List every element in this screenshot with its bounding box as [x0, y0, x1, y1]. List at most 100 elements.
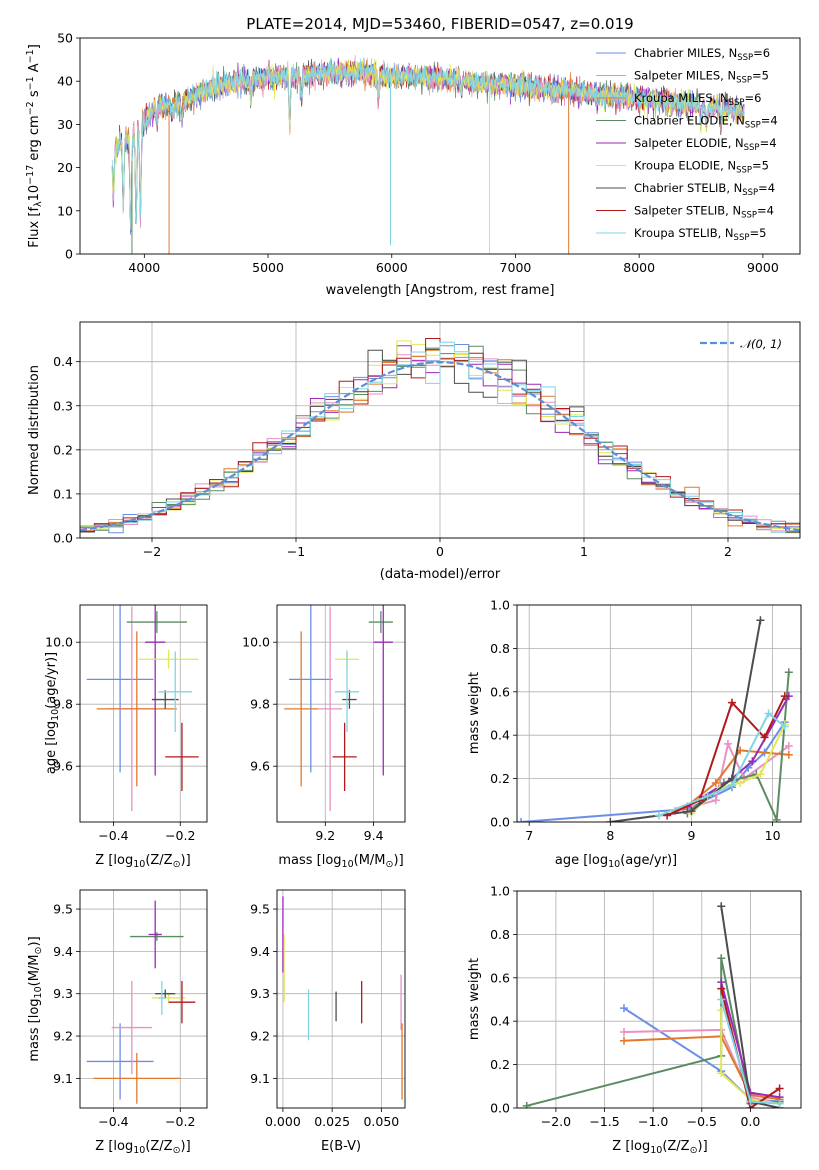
weight-marker	[655, 811, 663, 820]
y-tick-label: 0.2	[490, 1057, 510, 1072]
y-tick-label: 10.0	[242, 635, 270, 650]
x-tick-label: −0.4	[98, 1114, 128, 1129]
y-tick-label: 0.3	[53, 398, 73, 413]
weight-marker	[723, 739, 732, 748]
y-tick-label: 0.0	[490, 815, 510, 830]
axes-frame	[516, 604, 802, 823]
plot-area	[517, 616, 793, 822]
x-tick-label: 9000	[747, 260, 779, 275]
y-tick-label: 1.0	[490, 598, 510, 613]
weight-marker	[703, 791, 712, 800]
plot-area	[282, 896, 403, 1100]
weight-marker	[746, 1097, 755, 1106]
y-tick-label: 9.8	[53, 697, 73, 712]
weight-marker	[780, 722, 789, 731]
y-tick-label: 9.3	[250, 986, 270, 1001]
weight-series-5	[720, 1010, 780, 1105]
weight-series-4	[686, 695, 790, 808]
weight-marker	[619, 1036, 628, 1045]
plot-area	[80, 338, 800, 536]
axes-frame	[516, 890, 802, 1109]
y-tick-label: 9.4	[250, 944, 270, 959]
x-tick-label: 1	[580, 544, 588, 559]
legend-label: Kroupa STELIB, NSSP=5	[634, 226, 766, 243]
spectrum-legend: Chabrier MILES, NSSP=6 Salpeter MILES, NS…	[596, 46, 778, 243]
legend-label: Kroupa ELODIE, NSSP=5	[634, 159, 769, 176]
x-tick-label: 8000	[623, 260, 655, 275]
x-tick-label: 0.000	[265, 1114, 301, 1129]
weight-marker	[522, 1101, 531, 1108]
weight-marker	[756, 616, 765, 625]
y-axis-label: mass [log10(M/M⊙)]	[27, 936, 44, 1061]
axes-frame	[79, 321, 801, 539]
weight-marker	[764, 709, 773, 718]
x-tick-label: 4000	[128, 260, 160, 275]
age-vs-metallicity-panel: −0.4 −0.2 9.6 9.8 10.0 Z [log10(Z/Z⊙)] age [lo…	[44, 604, 208, 870]
y-tick-label: 0.6	[490, 684, 510, 699]
x-tick-label: −0.2	[165, 828, 195, 843]
x-tick-label: −2	[143, 544, 161, 559]
legend-label: Salpeter MILES, NSSP=5	[634, 69, 769, 86]
x-axis-label: Z [log10(Z/Z⊙)]	[612, 1139, 707, 1156]
spectrum-series-5	[111, 57, 745, 231]
weight-marker	[736, 778, 745, 787]
axes-frame	[79, 889, 208, 1109]
x-axis-label: Z [log10(Z/Z⊙)]	[95, 1139, 190, 1156]
x-tick-label: −1.5	[589, 1114, 619, 1129]
y-tick-label: 0	[65, 247, 73, 262]
mass-vs-metallicity-panel: −0.4 −0.2 9.1 9.2 9.3 9.4 9.5 Z [log10(Z/Z⊙)] ma…	[27, 889, 208, 1156]
y-tick-label: 0.1	[53, 486, 73, 501]
y-tick-label: 20	[57, 160, 73, 175]
spectrum-title: PLATE=2014, MJD=53460, FIBERID=0547, z=0…	[246, 15, 633, 33]
x-axis-label: (data-model)/error	[380, 567, 501, 582]
x-tick-label: 9	[687, 828, 695, 843]
weight-marker	[606, 818, 615, 822]
x-tick-label: 10	[765, 828, 781, 843]
y-tick-label: 0.2	[490, 771, 510, 786]
x-tick-label: −0.5	[687, 1114, 717, 1129]
x-tick-label: −0.2	[165, 1114, 195, 1129]
weight-marker	[772, 815, 781, 822]
axes-frame	[276, 604, 406, 823]
x-tick-label: 0.025	[314, 1114, 350, 1129]
y-tick-label: 0.4	[490, 728, 510, 743]
y-tick-label: 9.6	[250, 759, 270, 774]
weight-marker	[775, 1099, 784, 1108]
legend-label: Kroupa MILES, NSSP=6	[634, 91, 761, 108]
y-tick-label: 9.6	[53, 759, 73, 774]
gaussian-curve	[80, 360, 800, 532]
x-tick-label: −1.0	[638, 1114, 668, 1129]
x-tick-label: 6000	[376, 260, 408, 275]
legend-label: Salpeter STELIB, NSSP=4	[634, 204, 774, 221]
weight-marker	[784, 742, 793, 751]
weight-marker	[619, 1028, 628, 1037]
x-tick-label: 7000	[500, 260, 532, 275]
weight-marker	[619, 1004, 628, 1013]
legend-label: Chabrier ELODIE, NSSP=4	[634, 114, 778, 131]
y-axis-label: Flux [fλ10−17 erg cm−2 s−1 A−1]	[25, 44, 44, 248]
residual-histogram-panel: −2 −1 0 1 2 0.0 0.1 0.2 0.3 0.4 𝒩(0, 1) (data-model…	[27, 321, 801, 582]
y-tick-label: 50	[57, 31, 73, 46]
y-tick-label: 0.0	[53, 531, 73, 546]
weight-marker	[517, 818, 526, 822]
plot-area	[284, 605, 393, 812]
legend-label: Salpeter ELODIE, NSSP=4	[634, 136, 777, 153]
weight-marker	[728, 781, 737, 790]
y-tick-label: 0.4	[53, 354, 73, 369]
weight-series-6	[610, 620, 762, 822]
weight-marker	[717, 1069, 726, 1078]
mass-vs-extinction-panel: 0.000 0.025 0.050 9.1 9.2 9.3 9.4 9.5 E(B-V)	[250, 889, 406, 1154]
y-tick-label: 9.5	[250, 902, 270, 917]
mass-weight-vs-age-panel: 7 8 9 10 0.0 0.2 0.4 0.6 0.8 1.0 age [log10(age/yr…	[467, 598, 802, 870]
weight-marker	[717, 995, 726, 1004]
y-tick-label: 0.2	[53, 442, 73, 457]
weight-marker	[775, 1084, 784, 1093]
axes-frame	[276, 889, 406, 1109]
x-axis-label: age [log10(age/yr)]	[555, 853, 677, 870]
weight-marker	[717, 984, 726, 993]
y-tick-label: 40	[57, 74, 73, 89]
x-tick-label: −1	[287, 544, 305, 559]
y-tick-label: 9.1	[53, 1071, 73, 1086]
y-tick-label: 0.0	[490, 1101, 510, 1116]
